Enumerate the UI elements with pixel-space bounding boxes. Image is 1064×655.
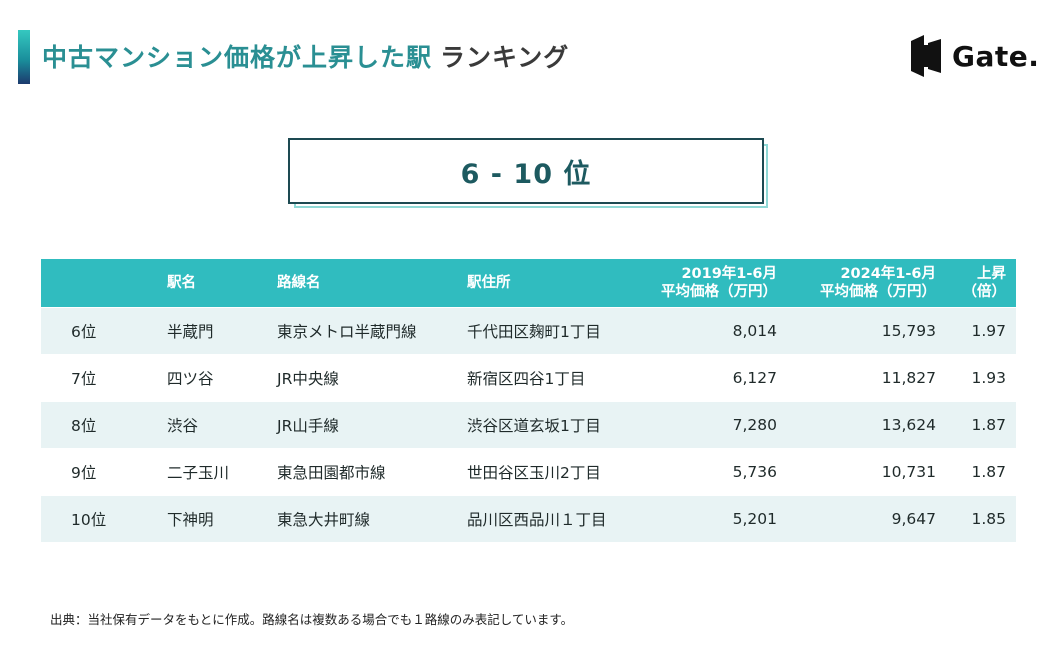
table-row: 10位 下神明 東急大井町線 品川区西品川１丁目 5,201 9,647 1.8… <box>41 495 1016 542</box>
cell-price-2024: 11,827 <box>777 354 936 401</box>
page-title-main: 中古マンション価格が上昇した駅 <box>42 43 433 72</box>
table-row: 9位 二子玉川 東急田園都市線 世田谷区玉川2丁目 5,736 10,731 1… <box>41 448 1016 495</box>
cell-line: 東京メトロ半蔵門線 <box>277 307 467 354</box>
cell-price-2024: 15,793 <box>777 307 936 354</box>
cell-address: 品川区西品川１丁目 <box>467 495 643 542</box>
cell-station: 半蔵門 <box>167 307 277 354</box>
cell-address: 世田谷区玉川2丁目 <box>467 448 643 495</box>
cell-line: 東急大井町線 <box>277 495 467 542</box>
cell-rank: 8位 <box>41 401 167 448</box>
header-rank <box>41 259 167 307</box>
cell-price-2019: 5,201 <box>643 495 777 542</box>
gate-logo: Gate. <box>908 30 1039 82</box>
cell-ratio: 1.87 <box>936 448 1016 495</box>
rank-range-frame: 6 - 10 位 <box>288 138 764 204</box>
header-station: 駅名 <box>167 259 277 307</box>
header-address: 駅住所 <box>467 259 643 307</box>
title-accent-bar <box>18 30 30 84</box>
cell-station: 四ツ谷 <box>167 354 277 401</box>
cell-address: 千代田区麹町1丁目 <box>467 307 643 354</box>
cell-rank: 6位 <box>41 307 167 354</box>
page-title: 中古マンション価格が上昇した駅 ランキング <box>42 38 569 74</box>
header-ratio-unit: （倍） <box>962 284 1007 300</box>
table-row: 7位 四ツ谷 JR中央線 新宿区四谷1丁目 6,127 11,827 1.93 <box>41 354 1016 401</box>
cell-line: 東急田園都市線 <box>277 448 467 495</box>
cell-price-2019: 8,014 <box>643 307 777 354</box>
gate-logo-icon <box>911 35 941 77</box>
cell-station: 二子玉川 <box>167 448 277 495</box>
rank-range-label: 6 - 10 位 <box>460 158 592 190</box>
ranking-table: 駅名 路線名 駅住所 2019年1-6月 平均価格（万円） 2024年1-6月 … <box>41 259 1016 542</box>
cell-price-2019: 6,127 <box>643 354 777 401</box>
source-note: 出典：当社保有データをもとに作成。路線名は複数ある場合でも１路線のみ表記していま… <box>50 612 574 627</box>
header-price-2024-label: 平均価格（万円） <box>820 284 936 300</box>
cell-rank: 10位 <box>41 495 167 542</box>
cell-price-2019: 5,736 <box>643 448 777 495</box>
header-line: 路線名 <box>277 259 467 307</box>
header-price-2024-period: 2024年1-6月 <box>840 265 936 282</box>
cell-rank: 9位 <box>41 448 167 495</box>
cell-rank: 7位 <box>41 354 167 401</box>
cell-ratio: 1.85 <box>936 495 1016 542</box>
cell-price-2024: 10,731 <box>777 448 936 495</box>
header-price-2024: 2024年1-6月 平均価格（万円） <box>777 259 936 307</box>
rank-range-box: 6 - 10 位 <box>288 138 770 208</box>
header-price-2019-period: 2019年1-6月 <box>681 265 777 282</box>
cell-station: 下神明 <box>167 495 277 542</box>
cell-ratio: 1.97 <box>936 307 1016 354</box>
header-price-2019-label: 平均価格（万円） <box>661 284 777 300</box>
cell-address: 新宿区四谷1丁目 <box>467 354 643 401</box>
cell-price-2019: 7,280 <box>643 401 777 448</box>
cell-address: 渋谷区道玄坂1丁目 <box>467 401 643 448</box>
table-header-row: 駅名 路線名 駅住所 2019年1-6月 平均価格（万円） 2024年1-6月 … <box>41 259 1016 307</box>
logo-text: Gate. <box>952 39 1040 73</box>
cell-line: JR山手線 <box>277 401 467 448</box>
header-ratio: 上昇 （倍） <box>936 259 1016 307</box>
page-title-sub: ランキング <box>440 43 570 72</box>
cell-station: 渋谷 <box>167 401 277 448</box>
cell-ratio: 1.93 <box>936 354 1016 401</box>
header-price-2019: 2019年1-6月 平均価格（万円） <box>643 259 777 307</box>
cell-line: JR中央線 <box>277 354 467 401</box>
cell-price-2024: 9,647 <box>777 495 936 542</box>
cell-ratio: 1.87 <box>936 401 1016 448</box>
table-row: 6位 半蔵門 東京メトロ半蔵門線 千代田区麹町1丁目 8,014 15,793 … <box>41 307 1016 354</box>
header-ratio-label: 上昇 <box>977 265 1006 282</box>
cell-price-2024: 13,624 <box>777 401 936 448</box>
table-row: 8位 渋谷 JR山手線 渋谷区道玄坂1丁目 7,280 13,624 1.87 <box>41 401 1016 448</box>
